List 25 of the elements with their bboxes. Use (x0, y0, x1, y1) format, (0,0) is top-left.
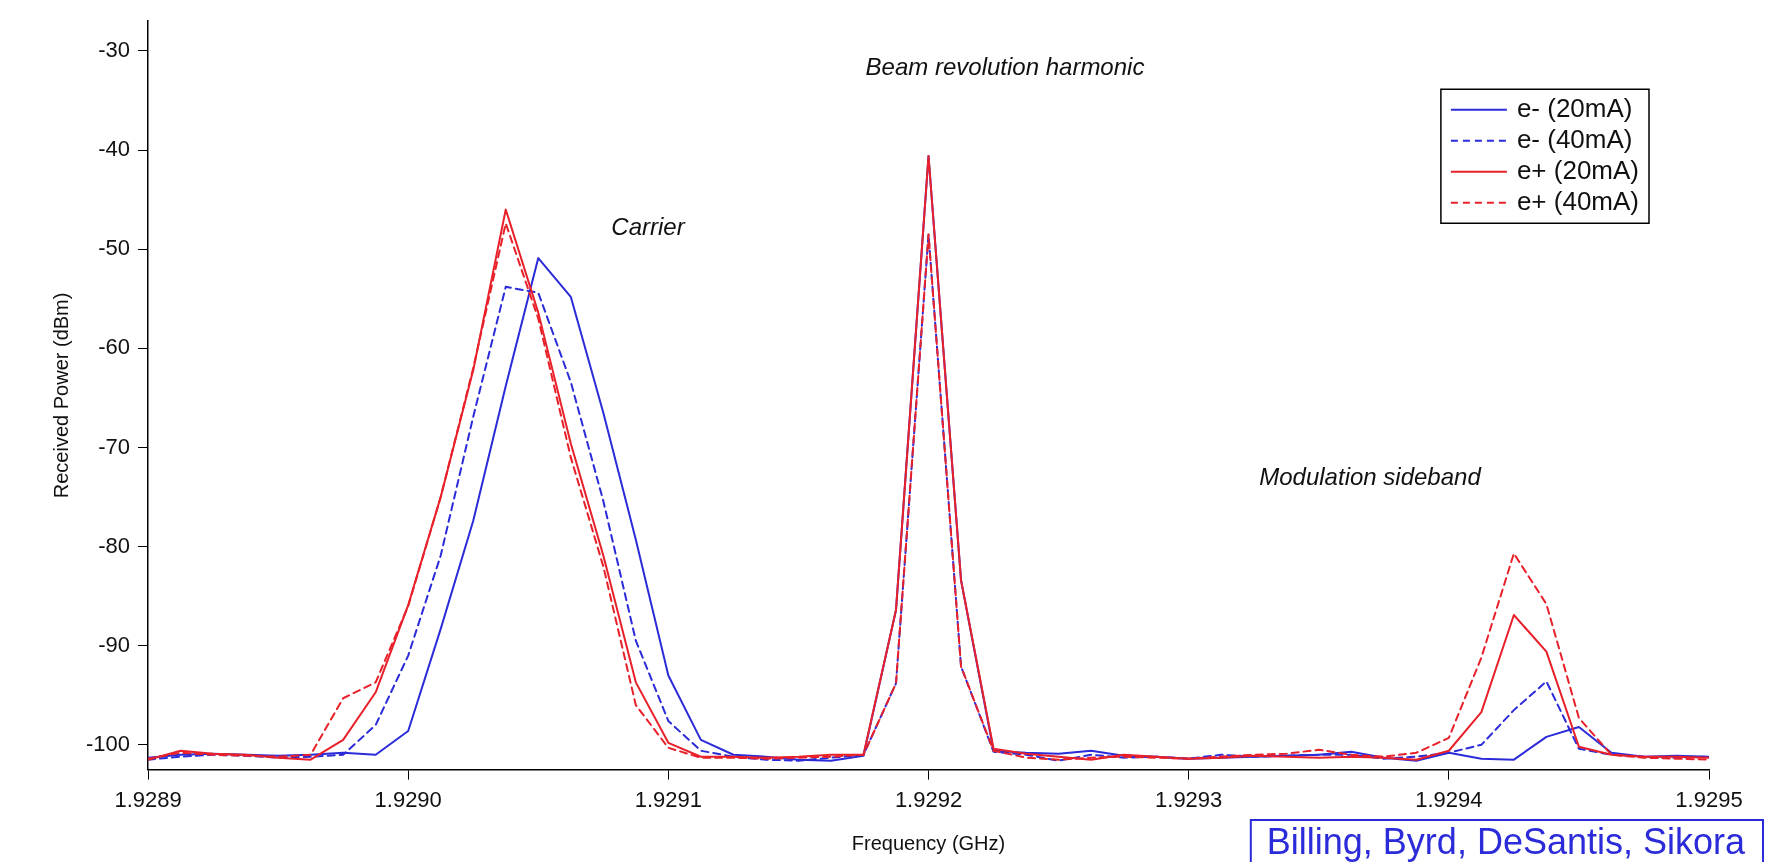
x-tick-label: 1.9292 (894, 786, 963, 812)
legend-label: e+ (40mA) (1516, 185, 1640, 216)
x-tick-label: 1.9289 (114, 786, 182, 812)
y-tick-label: -50 (98, 235, 131, 261)
x-tick-label: 1.9291 (634, 786, 702, 812)
legend-label: e- (20mA) (1516, 92, 1633, 123)
annotation: Carrier (611, 212, 686, 240)
x-tick-label: 1.9290 (374, 786, 442, 812)
y-tick-label: -30 (98, 37, 131, 62)
x-axis-title: Frequency (GHz) (851, 831, 1006, 854)
x-tick-label: 1.9293 (1155, 786, 1223, 812)
text: Billing, Byrd, DeSantis, Sikora (1266, 820, 1746, 862)
annotation: Beam revolution harmonic (865, 52, 1145, 80)
legend-label: e+ (20mA) (1516, 154, 1640, 185)
x-tick-label: 1.9294 (1415, 786, 1483, 812)
x-tick-label: 1.9295 (1675, 786, 1743, 812)
y-axis-title: Received Power (dBm) (49, 292, 72, 499)
y-tick-label: -40 (98, 136, 131, 162)
y-tick-label: -100 (85, 730, 131, 756)
y-tick-label: -60 (98, 334, 131, 360)
legend-label: e- (40mA) (1516, 123, 1633, 154)
y-tick-label: -80 (98, 532, 131, 558)
y-tick-label: -90 (98, 631, 131, 657)
annotation: Modulation sideband (1259, 462, 1482, 490)
y-tick-label: -70 (98, 433, 131, 459)
